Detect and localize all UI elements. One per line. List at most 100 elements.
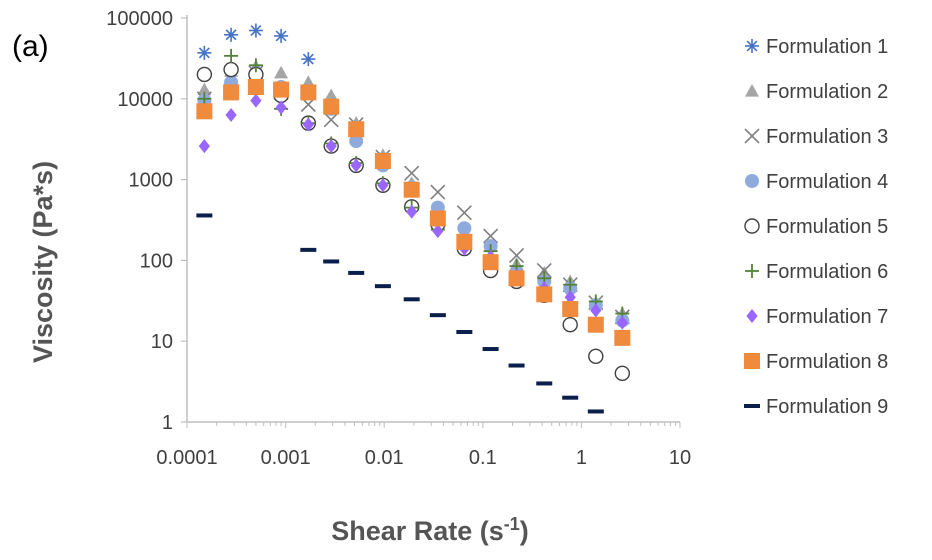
data-point <box>614 365 631 382</box>
data-point <box>456 205 472 221</box>
data-point <box>248 23 263 38</box>
data-point <box>196 103 213 120</box>
data-point <box>224 27 239 42</box>
data-point <box>225 108 237 123</box>
legend-marker <box>744 353 760 369</box>
data-point <box>457 221 472 236</box>
data-point <box>587 409 604 414</box>
legend-label: Formulation 8 <box>766 351 888 373</box>
data-point <box>587 316 604 333</box>
data-point <box>564 290 576 305</box>
data-point <box>429 210 446 227</box>
data-point <box>562 301 579 318</box>
legend-item: Formulation 1 <box>745 36 888 58</box>
panel-label: (a) <box>12 30 49 63</box>
y-major-ticks <box>181 17 187 423</box>
data-point <box>614 329 631 346</box>
data-point <box>508 247 525 264</box>
data-point <box>275 100 287 115</box>
x-axis-title: Shear Rate (s-1) <box>331 514 529 546</box>
x-minor-ticks <box>186 422 681 428</box>
data-point <box>300 247 317 252</box>
data-point <box>273 81 290 98</box>
legend-item: Formulation 4 <box>745 171 888 193</box>
data-point <box>588 348 604 365</box>
data-point <box>406 204 418 219</box>
legend-item: Formulation 9 <box>744 396 888 418</box>
data-point <box>274 28 289 43</box>
legend: Formulation 1 Formulation 2 Formulation 3 F… <box>744 36 888 418</box>
legend-label: Formulation 4 <box>766 171 888 193</box>
x-tick-label: 1 <box>576 447 587 469</box>
data-point <box>536 381 553 386</box>
data-point <box>590 303 602 318</box>
data-point <box>302 117 314 132</box>
data-point <box>323 112 339 128</box>
x-axis-title-end: ) <box>520 516 529 546</box>
data-point <box>274 65 289 79</box>
legend-marker <box>744 404 760 408</box>
y-tick-label: 10 <box>151 331 173 353</box>
data-point <box>429 313 446 318</box>
data-point <box>300 84 317 101</box>
x-axis-title-main: Shear Rate (s <box>331 516 504 546</box>
legend-marker <box>745 174 759 188</box>
data-point <box>508 363 525 368</box>
data-point <box>563 277 578 292</box>
data-point <box>562 395 579 400</box>
data-point <box>223 84 240 101</box>
data-point <box>374 152 391 169</box>
data-point <box>323 98 340 115</box>
data-point <box>248 58 263 73</box>
legend-item: Formulation 8 <box>744 351 888 373</box>
legend-item: Formulation 2 <box>745 81 888 103</box>
series-1 <box>197 23 316 67</box>
series-layer <box>196 23 631 414</box>
x-tick-label: 10 <box>669 447 691 469</box>
legend-label: Formulation 9 <box>766 396 888 418</box>
series-8 <box>196 78 631 346</box>
data-point <box>404 165 420 181</box>
data-point <box>483 228 499 244</box>
data-point <box>350 158 362 173</box>
data-point <box>456 329 473 334</box>
data-point <box>508 270 525 287</box>
y-tick-label: 100000 <box>106 8 173 30</box>
data-point <box>403 181 420 198</box>
data-point <box>482 347 499 352</box>
legend-item: Formulation 3 <box>744 126 888 148</box>
data-point <box>482 254 499 271</box>
x-tick-label: 0.001 <box>261 447 311 469</box>
legend-item: Formulation 6 <box>745 261 888 283</box>
plot-area: 0.0001 0.001 0.01 0.1 1 10 1 10 100 1000 10000 100… <box>106 8 691 469</box>
data-point <box>224 48 239 63</box>
legend-item: Formulation 7 <box>746 306 888 328</box>
data-point <box>536 262 552 279</box>
x-tick-labels: 0.0001 0.001 0.01 0.1 1 10 <box>156 447 691 469</box>
data-point <box>432 224 444 239</box>
data-point <box>430 184 446 200</box>
series-9 <box>196 213 604 414</box>
data-point <box>349 134 364 149</box>
y-axis-title: Viscosity (Pa*s) <box>28 161 58 363</box>
y-tick-label: 10000 <box>117 89 173 111</box>
data-point <box>197 45 212 60</box>
data-point <box>250 93 262 108</box>
data-point <box>223 61 239 78</box>
series-5 <box>196 61 631 382</box>
data-point <box>324 88 339 102</box>
data-point <box>325 139 337 154</box>
legend-marker <box>744 218 760 234</box>
legend-label: Formulation 5 <box>766 216 888 238</box>
data-point <box>377 178 389 193</box>
data-point <box>198 139 210 154</box>
data-point <box>323 259 340 264</box>
legend-label: Formulation 3 <box>766 126 888 148</box>
legend-marker <box>746 309 758 323</box>
x-tick-label: 0.1 <box>469 447 497 469</box>
data-point <box>536 286 553 303</box>
data-point <box>456 233 473 250</box>
series-7 <box>198 93 628 330</box>
data-point <box>196 66 213 83</box>
